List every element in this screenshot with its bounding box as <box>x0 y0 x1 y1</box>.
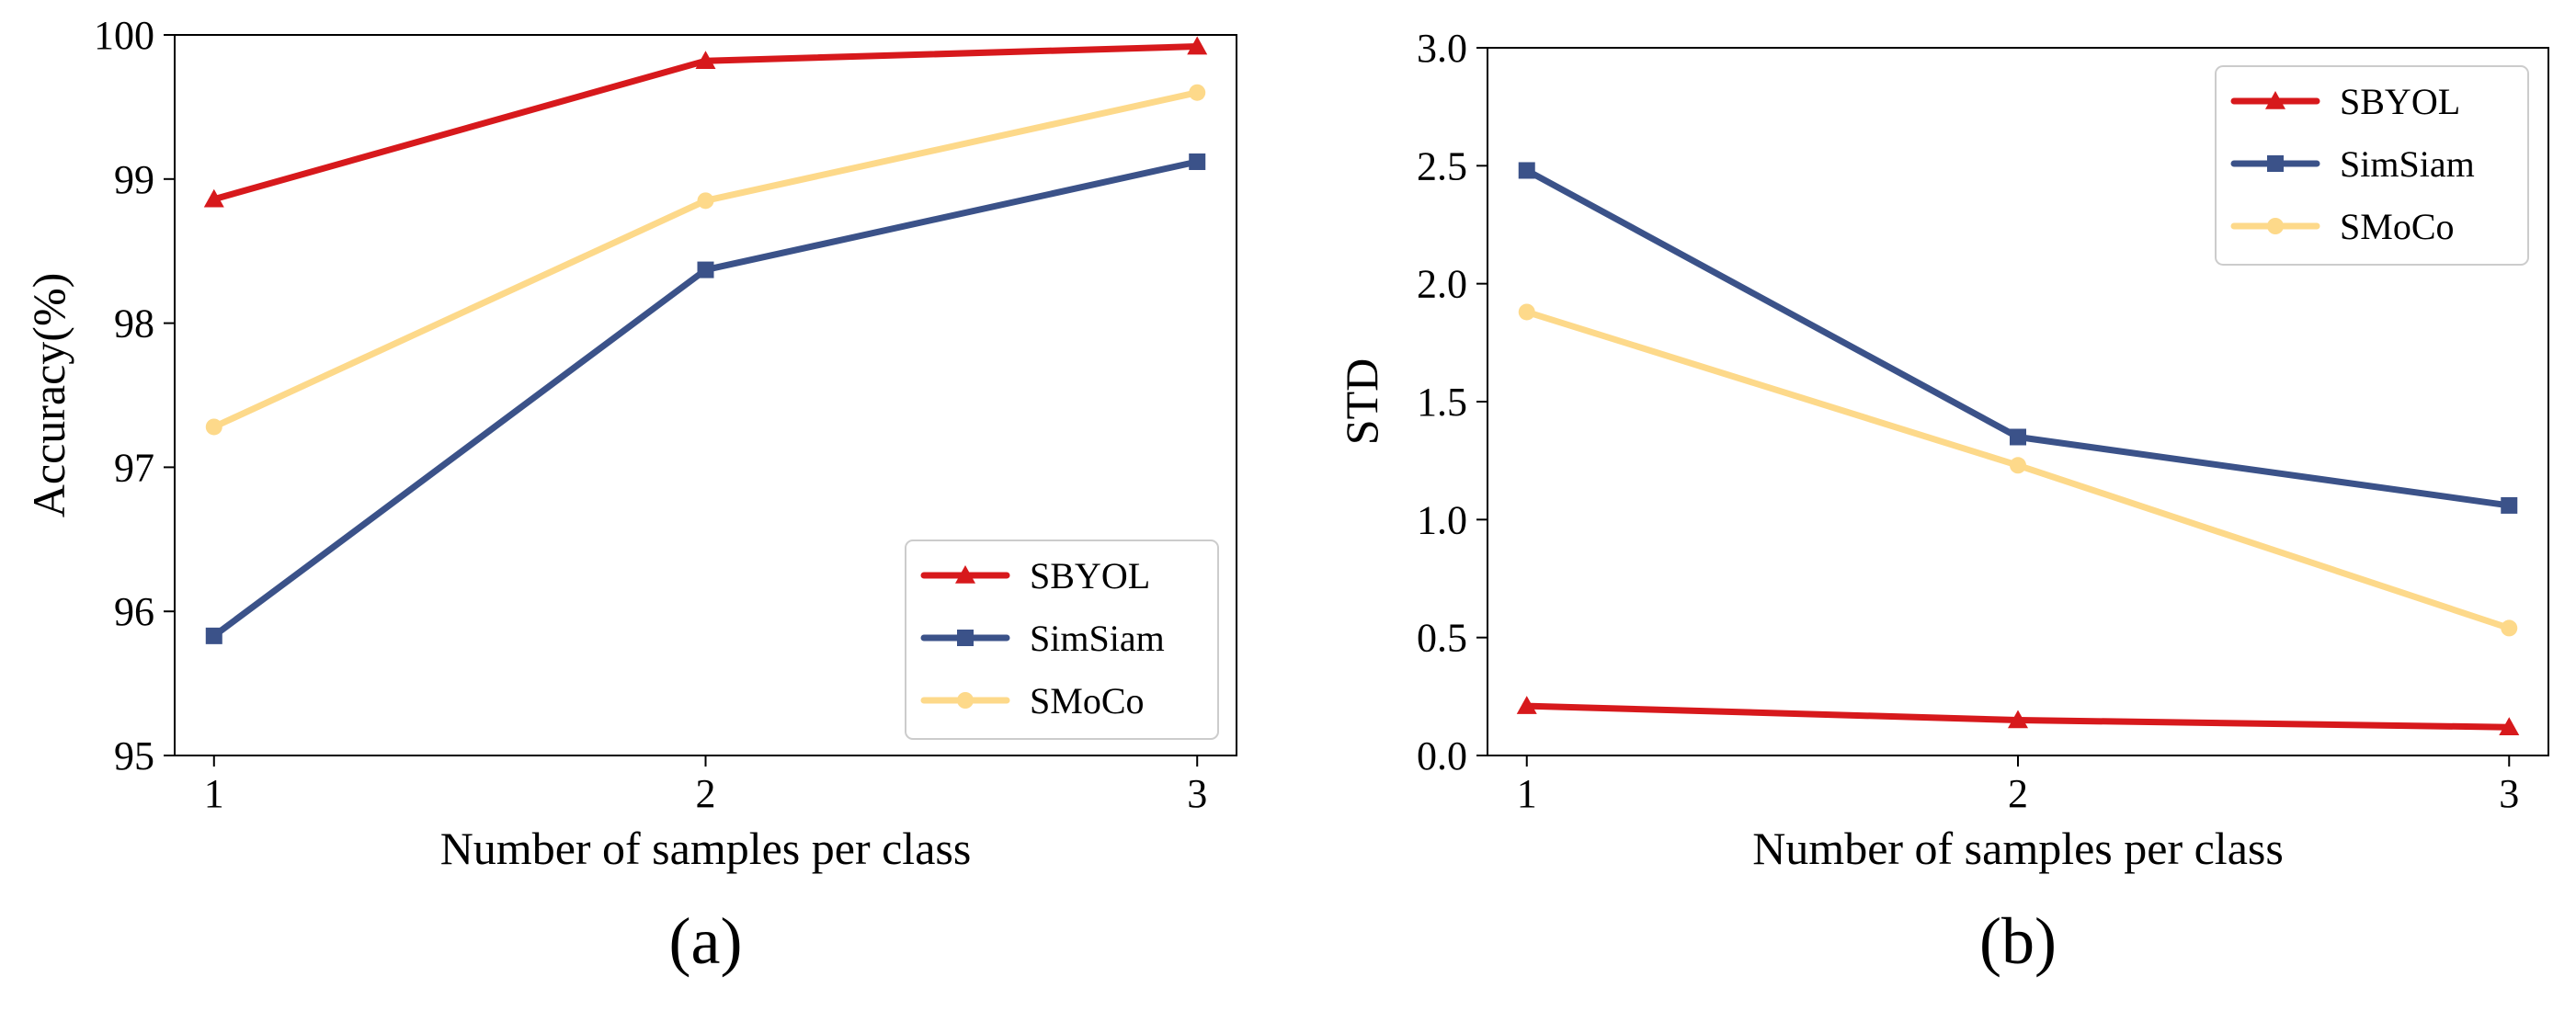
data-point-sbyol <box>2008 710 2028 729</box>
chart-panel-a: 1 2 3 95 96 97 98 99 100 Number of samples per cl… <box>23 13 1237 978</box>
y-tick-label: 1.0 <box>1417 497 1467 542</box>
y-tick-label: 97 <box>114 445 154 490</box>
y-tick-label: 95 <box>114 733 154 778</box>
legend-box <box>2215 65 2529 266</box>
legend-label-simsiam: SimSiam <box>2340 143 2475 185</box>
x-tick-label: 1 <box>1517 771 1537 816</box>
y-axis-label: STD <box>1336 358 1387 445</box>
panel-label: (a) <box>669 904 743 978</box>
data-point-smoco <box>1189 84 1206 101</box>
data-point-sbyol <box>2499 717 2520 735</box>
legend-label-sbyol: SBYOL <box>1030 555 1150 596</box>
data-point-simsiam <box>2501 496 2518 514</box>
y-tick-label: 2.5 <box>1417 143 1467 188</box>
x-tick-label: 3 <box>1187 771 1207 816</box>
legend-marker-smoco <box>2267 218 2284 234</box>
x-axis-label: Number of samples per class <box>440 823 972 874</box>
y-tick-label: 2.0 <box>1417 262 1467 307</box>
data-point-smoco <box>1518 303 1535 321</box>
panel-label: (b) <box>1979 904 2057 978</box>
legend-box <box>905 540 1219 740</box>
data-point-sbyol <box>203 188 224 208</box>
y-tick-label: 0.0 <box>1417 733 1467 778</box>
data-point-smoco <box>697 192 714 210</box>
chart-panel-b: 1 2 3 0.0 0.5 1.0 1.5 2.0 2.5 3.0 Number of sample… <box>1336 26 2549 978</box>
legend-label-smoco: SMoCo <box>1030 680 1145 721</box>
x-tick-label: 2 <box>696 771 716 816</box>
series-line-smoco <box>211 89 1201 430</box>
legend: SBYOL SimSiam SMoCo <box>905 540 1219 740</box>
data-point-smoco <box>205 418 222 436</box>
legend-marker-smoco <box>957 692 974 709</box>
data-point-simsiam <box>205 627 222 644</box>
legend-label-simsiam: SimSiam <box>1030 618 1165 659</box>
legend-marker-simsiam <box>957 630 974 646</box>
data-point-simsiam <box>697 261 714 278</box>
legend-marker-sbyol <box>2265 91 2285 109</box>
data-point-smoco <box>2010 457 2026 474</box>
data-point-sbyol <box>695 51 716 70</box>
y-tick-label: 96 <box>114 589 154 634</box>
y-tick-label: 100 <box>94 13 154 58</box>
data-point-sbyol <box>1516 696 1537 714</box>
data-point-simsiam <box>1189 153 1206 170</box>
legend: SBYOL SimSiam SMoCo <box>2215 65 2529 266</box>
y-tick-label: 99 <box>114 157 154 202</box>
y-tick-label: 0.5 <box>1417 616 1467 661</box>
legend-label-smoco: SMoCo <box>2340 206 2455 247</box>
x-axis-label: Number of samples per class <box>1752 823 2284 874</box>
data-point-smoco <box>2501 619 2518 637</box>
y-axis-label: Accuracy(%) <box>23 273 74 517</box>
legend-marker-simsiam <box>2267 155 2284 172</box>
x-tick-label: 3 <box>2499 771 2519 816</box>
legend-marker-sbyol <box>955 565 975 584</box>
legend-label-sbyol: SBYOL <box>2340 81 2460 122</box>
data-point-simsiam <box>2010 428 2026 446</box>
x-tick-label: 2 <box>2008 771 2028 816</box>
data-point-simsiam <box>1518 162 1535 179</box>
y-tick-label: 1.5 <box>1417 380 1467 425</box>
y-tick-label: 3.0 <box>1417 26 1467 71</box>
data-point-sbyol <box>1187 36 1208 55</box>
y-tick-label: 98 <box>114 301 154 346</box>
x-tick-label: 1 <box>204 771 224 816</box>
